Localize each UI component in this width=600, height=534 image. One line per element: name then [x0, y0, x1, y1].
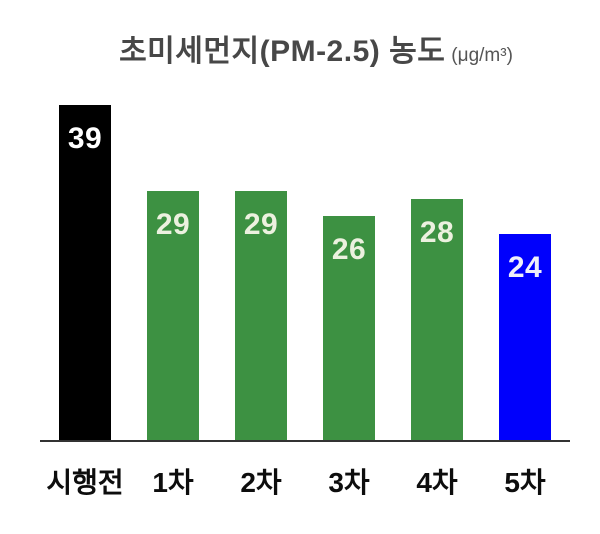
x-axis-label-5: 4차 — [416, 467, 458, 498]
bar-value-label: 28 — [419, 216, 455, 249]
bar-value-label: 29 — [243, 208, 279, 241]
x-axis-label-3: 2차 — [240, 467, 282, 498]
bar-1: 39 — [59, 105, 111, 440]
x-axis-label-6: 5차 — [504, 467, 546, 498]
x-axis-label-1: 시행전 — [46, 467, 124, 498]
bar-4: 26 — [323, 216, 375, 440]
x-axis-line — [40, 440, 570, 442]
bar-value-label: 26 — [331, 233, 367, 266]
bar-6: 24 — [499, 234, 551, 440]
bar-value-label: 24 — [507, 251, 543, 284]
chart-title: 초미세먼지(PM-2.5) 농도 (μg/m³) — [16, 26, 600, 70]
chart-title-text: 초미세먼지(PM-2.5) 농도 — [119, 35, 446, 68]
x-axis-label-4: 3차 — [328, 467, 370, 498]
x-axis-label-2: 1차 — [152, 467, 194, 498]
bar-5: 28 — [411, 199, 463, 440]
bar-value-label: 29 — [155, 208, 191, 241]
bar-3: 29 — [235, 191, 287, 440]
chart-title-unit: (μg/m³) — [451, 45, 513, 66]
bar-2: 29 — [147, 191, 199, 440]
bar-value-label: 39 — [67, 122, 103, 155]
